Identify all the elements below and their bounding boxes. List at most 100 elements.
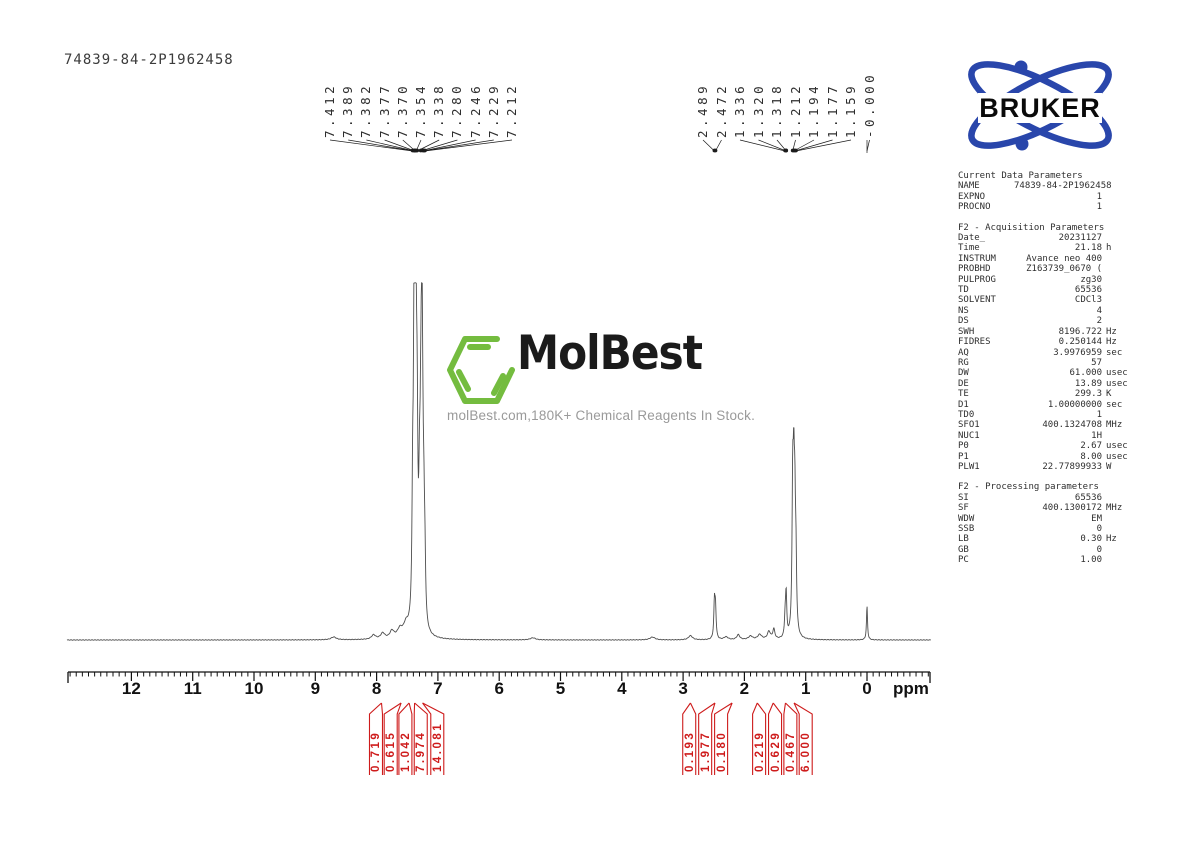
param-unit: sec [1106, 399, 1123, 410]
axis-tick-label: 7 [433, 679, 443, 698]
param-value: 21.18 [1074, 243, 1102, 254]
param-value: 20231127 [1058, 233, 1102, 244]
integral-bracket [698, 702, 716, 775]
peak-pick-label: 1.336 [732, 82, 747, 138]
integral-value: 1.042 [399, 730, 412, 772]
param-unit: K [1106, 389, 1112, 400]
integral-bracket [768, 702, 774, 775]
integral-value: 0.719 [370, 730, 383, 772]
param-name: SOLVENT [958, 295, 996, 306]
param-row: WDW EM [958, 514, 1136, 524]
param-row: Date_ 20231127 [958, 233, 1136, 243]
peak-pick-connector [702, 139, 715, 152]
param-unit: MHz [1106, 420, 1123, 431]
peak-pick-label: 7.338 [431, 82, 447, 138]
param-unit [1112, 181, 1146, 191]
param-value: 61.000 [1069, 368, 1102, 379]
peak-pick-label: 7.412 [322, 82, 337, 138]
peak-pick-connector [402, 139, 416, 152]
integral-value: 0.629 [769, 730, 782, 772]
param-row: DS 2 [958, 316, 1136, 326]
param-value: 2.67 [1080, 441, 1102, 452]
param-value: 1 [1096, 202, 1102, 213]
peak-pick-connector [424, 139, 513, 152]
param-name: P1 [958, 451, 969, 462]
param-name: TD0 [958, 409, 975, 420]
axis-tick-label: 4 [617, 679, 627, 698]
axis-tick-label: 12 [121, 679, 141, 698]
param-row: NUC1 1H [958, 431, 1136, 441]
param-name: WDW [958, 513, 975, 524]
param-name: DW [958, 368, 969, 379]
integral-value: 0.219 [753, 730, 766, 772]
param-row: LB 0.30 Hz [958, 534, 1136, 544]
peak-pick-label: 7.370 [394, 82, 410, 138]
peak-pick-connector [866, 139, 870, 152]
bruker-atom-icon [968, 60, 1112, 151]
peak-pick-label: 7.389 [340, 82, 356, 138]
integral-bracket [396, 702, 402, 775]
param-name: AQ [958, 347, 969, 358]
molbest-watermark: MolBest molBest.com,180K+ Chemical Reage… [447, 326, 757, 430]
param-unit [1102, 555, 1136, 565]
peak-pick-label: 2.489 [695, 82, 710, 138]
param-value: EM [1091, 513, 1102, 524]
parameter-section: Current Data Parameters NAME 74839-84-2P19… [958, 171, 1136, 213]
nmr-spectrum-trace [66, 282, 931, 641]
molbest-hexagon-icon [447, 336, 515, 404]
peak-pick-marker [713, 148, 718, 153]
integral-value: 0.193 [683, 730, 696, 772]
param-name: NUC1 [958, 430, 980, 441]
integral-bracket [682, 702, 691, 775]
integral-bracket [727, 702, 733, 775]
param-value: 22.77899933 [1042, 461, 1102, 472]
parameter-section: F2 - Processing parameters SI 65536 SF 400.1… [958, 482, 1136, 565]
integral-bracket [756, 702, 767, 775]
param-row: GB 0 [958, 545, 1136, 555]
integral-value: 0.180 [715, 730, 728, 772]
bruker-logo: BRUKER [948, 52, 1132, 158]
peak-pick-label: 1.194 [806, 82, 821, 138]
parameter-section-header: Current Data Parameters [958, 171, 1083, 181]
param-row: EXPNO 1 [958, 192, 1136, 202]
param-unit: Hz [1106, 534, 1117, 545]
integral-bracket [422, 702, 445, 775]
axis-tick-label: 1 [800, 679, 811, 698]
axis-tick-label: 10 [244, 679, 264, 698]
param-name: SWH [958, 326, 975, 337]
molbest-brand-text: MolBest [517, 326, 703, 381]
peak-pick-label: 7.354 [413, 82, 428, 138]
integral-bracket [785, 702, 798, 775]
param-name: DS [958, 316, 969, 327]
param-name: PLW1 [958, 461, 980, 472]
param-name: EXPNO [958, 191, 986, 202]
param-row: TE 299.3 K [958, 389, 1136, 399]
param-unit: h [1106, 243, 1112, 254]
param-unit: W [1106, 461, 1112, 472]
axis-tick-label: 6 [494, 679, 504, 698]
param-row: SI 65536 [958, 493, 1136, 503]
param-unit: usec [1106, 441, 1128, 452]
integral-bracket [422, 702, 432, 775]
param-unit [1102, 316, 1136, 326]
param-value: Avance neo 400 [1026, 253, 1102, 264]
peak-pick-label: 2.472 [713, 82, 729, 138]
peak-pick-connector [366, 139, 415, 152]
param-value: 1 [1096, 191, 1102, 202]
param-name: SSB [958, 524, 975, 534]
param-value: Z163739_0670 ( [1026, 264, 1102, 275]
param-row: DE 13.89 usec [958, 379, 1136, 389]
peak-pick-connector [348, 139, 415, 152]
molbest-tagline: molBest.com,180K+ Chemical Reagents In S… [447, 408, 756, 423]
axis-tick-label: 8 [371, 679, 382, 698]
param-unit [1102, 202, 1136, 212]
param-value: 65536 [1074, 492, 1102, 503]
param-row: FIDRES 0.250144 Hz [958, 337, 1136, 347]
integral-bracket [752, 702, 758, 775]
param-unit [1102, 275, 1136, 285]
integral-bracket [368, 702, 382, 775]
integral-bracket [793, 702, 813, 775]
param-unit: Hz [1106, 326, 1117, 337]
param-row: P0 2.67 usec [958, 441, 1136, 451]
